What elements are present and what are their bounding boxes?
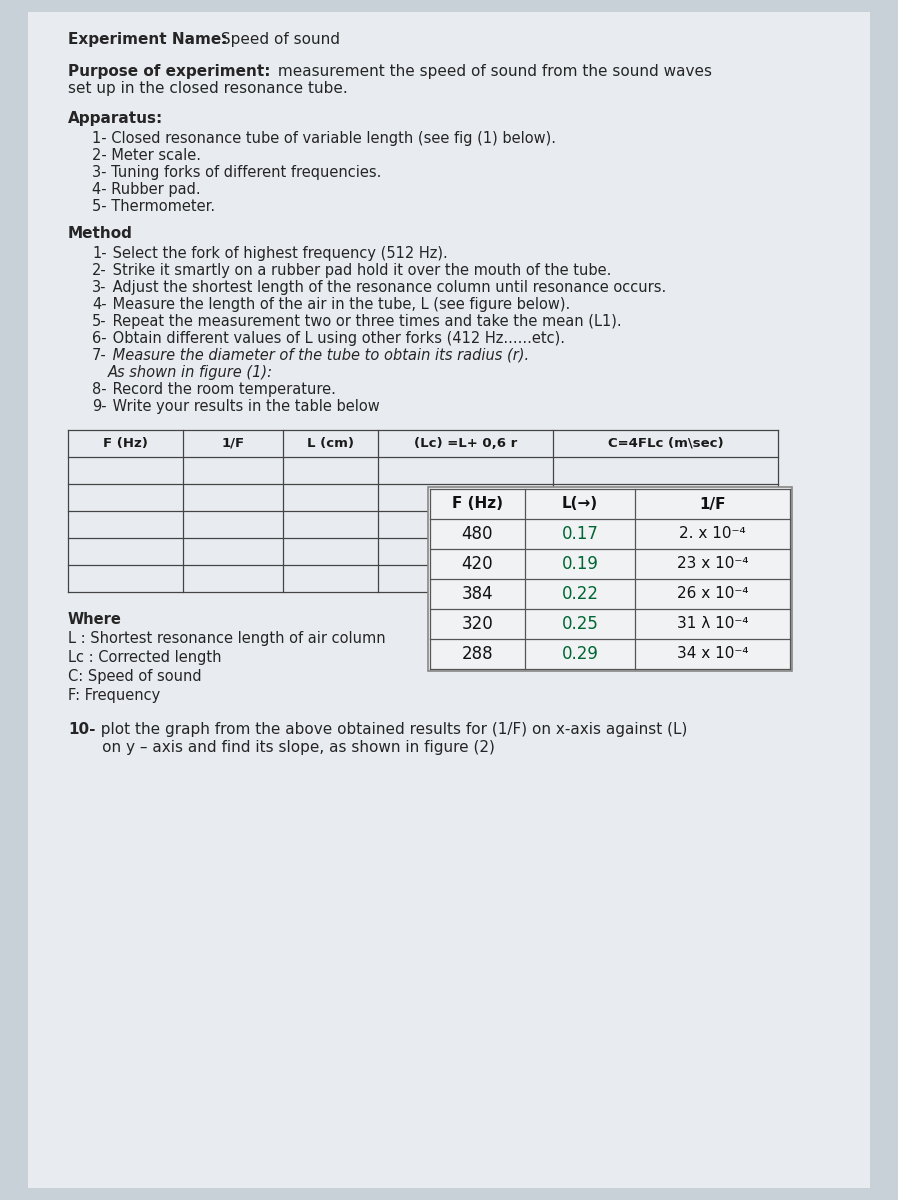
Text: 26 x 10⁻⁴: 26 x 10⁻⁴ — [677, 587, 748, 601]
Text: Apparatus:: Apparatus: — [68, 110, 163, 126]
Text: 5-: 5- — [92, 314, 107, 329]
Text: Method: Method — [68, 226, 133, 241]
Text: 2-: 2- — [92, 263, 107, 278]
Text: 9-: 9- — [92, 398, 107, 414]
Text: 0.22: 0.22 — [561, 584, 598, 602]
Text: F (Hz): F (Hz) — [103, 437, 148, 450]
Text: 0.25: 0.25 — [561, 614, 598, 634]
Text: C: Speed of sound: C: Speed of sound — [68, 670, 202, 684]
Text: 420: 420 — [462, 554, 493, 572]
Text: L (cm): L (cm) — [307, 437, 354, 450]
Text: Record the room temperature.: Record the room temperature. — [108, 382, 336, 397]
Text: 320: 320 — [462, 614, 493, 634]
Text: 2- Meter scale.: 2- Meter scale. — [92, 148, 201, 163]
Text: 23 x 10⁻⁴: 23 x 10⁻⁴ — [677, 557, 748, 571]
Text: C=4FLc (m\sec): C=4FLc (m\sec) — [608, 437, 723, 450]
Text: 384: 384 — [462, 584, 493, 602]
Text: 1/F: 1/F — [222, 437, 244, 450]
Text: Measure the diameter of the tube to obtain its radius (r).: Measure the diameter of the tube to obta… — [108, 348, 529, 362]
Text: 34 x 10⁻⁴: 34 x 10⁻⁴ — [677, 647, 748, 661]
Text: F (Hz): F (Hz) — [452, 497, 503, 511]
Text: (Lc) =L+ 0,6 r: (Lc) =L+ 0,6 r — [414, 437, 517, 450]
Text: Strike it smartly on a rubber pad hold it over the mouth of the tube.: Strike it smartly on a rubber pad hold i… — [108, 263, 612, 278]
Text: Write your results in the table below: Write your results in the table below — [108, 398, 380, 414]
Text: 480: 480 — [462, 526, 493, 542]
Text: Select the fork of highest frequency (512 Hz).: Select the fork of highest frequency (51… — [108, 246, 448, 260]
Text: Lc : Corrected length: Lc : Corrected length — [68, 650, 222, 665]
Text: 31 λ 10⁻⁴: 31 λ 10⁻⁴ — [677, 617, 748, 631]
Text: 4-: 4- — [92, 296, 107, 312]
Text: on y – axis and find its slope, as shown in figure (2): on y – axis and find its slope, as shown… — [68, 740, 495, 755]
Text: Purpose of experiment:: Purpose of experiment: — [68, 64, 270, 79]
Text: 288: 288 — [462, 646, 493, 662]
Text: Repeat the measurement two or three times and take the mean (L1).: Repeat the measurement two or three time… — [108, 314, 621, 329]
Text: 6-: 6- — [92, 331, 107, 346]
Text: 3- Tuning forks of different frequencies.: 3- Tuning forks of different frequencies… — [92, 164, 382, 180]
Text: 7-: 7- — [92, 348, 107, 362]
Text: Experiment Name:: Experiment Name: — [68, 32, 227, 47]
Text: 0.17: 0.17 — [561, 526, 598, 542]
Text: L(→): L(→) — [562, 497, 598, 511]
Text: 3-: 3- — [92, 280, 107, 295]
Text: 0.19: 0.19 — [561, 554, 598, 572]
Text: 1- Closed resonance tube of variable length (see fig (1) below).: 1- Closed resonance tube of variable len… — [92, 131, 556, 146]
Text: As shown in figure (1):: As shown in figure (1): — [108, 365, 273, 380]
Text: Measure the length of the air in the tube, L (see figure below).: Measure the length of the air in the tub… — [108, 296, 570, 312]
Text: F: Frequency: F: Frequency — [68, 688, 160, 703]
Text: Where: Where — [68, 612, 122, 626]
Text: L : Shortest resonance length of air column: L : Shortest resonance length of air col… — [68, 631, 385, 646]
Bar — [428, 487, 792, 671]
Text: plot the graph from the above obtained results for (1/F) on x-axis against (L): plot the graph from the above obtained r… — [91, 722, 687, 737]
Text: 1/F: 1/F — [700, 497, 726, 511]
Text: 8-: 8- — [92, 382, 107, 397]
Text: 2. x 10⁻⁴: 2. x 10⁻⁴ — [679, 527, 746, 541]
Text: Adjust the shortest length of the resonance column until resonance occurs.: Adjust the shortest length of the resona… — [108, 280, 666, 295]
Text: set up in the closed resonance tube.: set up in the closed resonance tube. — [68, 80, 348, 96]
Text: 1-: 1- — [92, 246, 107, 260]
Text: 10-: 10- — [68, 722, 95, 737]
Text: Obtain different values of L using other forks (412 Hz......etc).: Obtain different values of L using other… — [108, 331, 565, 346]
Text: 4- Rubber pad.: 4- Rubber pad. — [92, 182, 200, 197]
Text: 5- Thermometer.: 5- Thermometer. — [92, 199, 216, 214]
Text: 0.29: 0.29 — [561, 646, 598, 662]
Text: Speed of sound: Speed of sound — [216, 32, 340, 47]
Text: measurement the speed of sound from the sound waves: measurement the speed of sound from the … — [273, 64, 712, 79]
